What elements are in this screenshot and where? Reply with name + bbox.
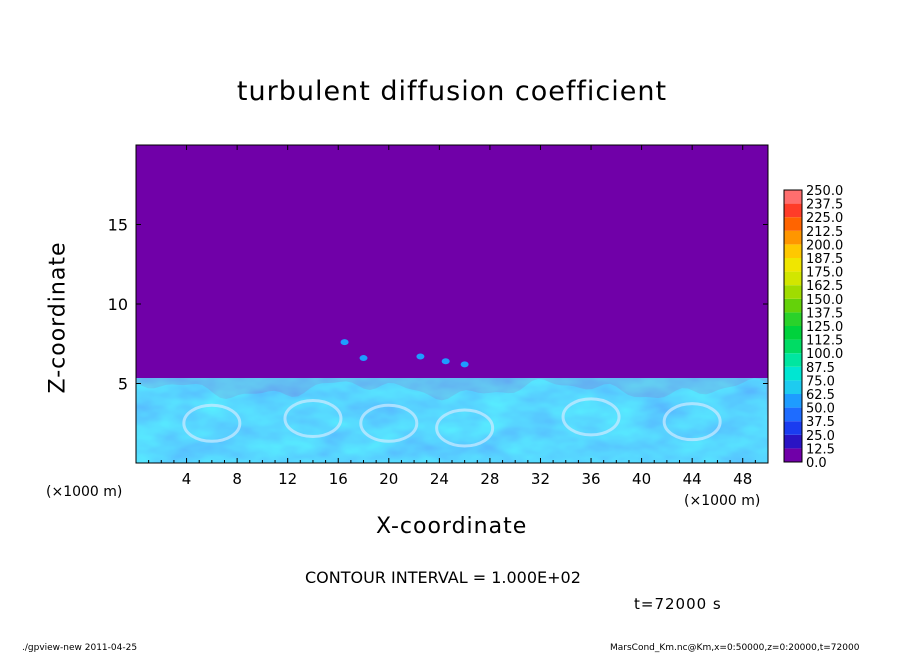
colorbar-label: 187.5 — [806, 252, 843, 267]
colorbar-swatch — [784, 312, 802, 326]
y-axis-label: Z-coordinate — [45, 241, 71, 394]
colorbar-label: 0.0 — [806, 456, 827, 471]
colorbar-label: 200.0 — [806, 238, 843, 253]
colorbar-swatch — [784, 394, 802, 408]
chart-title: turbulent diffusion coefficient — [236, 76, 668, 107]
colorbar-swatch — [784, 448, 802, 462]
eddy-swirl — [283, 398, 343, 438]
plume — [460, 361, 469, 368]
colorbar-label: 212.5 — [806, 225, 843, 240]
eddy-swirl — [662, 402, 722, 442]
colorbar-swatch — [784, 203, 802, 218]
footer-left: ./gpview-new 2011-04-25 — [22, 643, 138, 653]
x-tick-label: 4 — [182, 470, 192, 488]
x-axis-label: X-coordinate — [376, 514, 528, 539]
heatmap-field — [136, 145, 768, 463]
colorbar-swatch — [784, 434, 802, 449]
x-unit-label-right: (×1000 m) — [684, 493, 761, 509]
colorbar-label: 12.5 — [806, 442, 835, 457]
x-tick-label: 12 — [278, 470, 297, 488]
colorbar-label: 25.0 — [806, 429, 835, 444]
colorbar-label: 37.5 — [806, 415, 835, 430]
y-tick-label: 10 — [108, 295, 128, 314]
plume — [416, 353, 425, 360]
x-tick-label: 16 — [329, 470, 348, 488]
y-axis: 5 10 15 — [108, 216, 768, 394]
colorbar-swatch — [784, 339, 802, 354]
y-tick-label: 15 — [108, 216, 128, 235]
x-tick-label: 32 — [531, 470, 550, 488]
colorbar-label: 225.0 — [806, 211, 843, 226]
x-tick-label: 20 — [379, 470, 398, 488]
colorbar-swatch — [784, 407, 802, 422]
colorbar: 0.012.525.037.550.062.575.087.5100.0112.… — [783, 184, 843, 471]
colorbar-label: 87.5 — [806, 361, 835, 376]
colorbar-swatch — [784, 366, 802, 381]
x-tick-label: 48 — [733, 470, 752, 488]
eddy-swirl — [561, 397, 621, 437]
contour-interval-label: CONTOUR INTERVAL = 1.000E+02 — [305, 568, 581, 587]
colorbar-label: 237.5 — [806, 198, 843, 213]
mixed-layer-texture — [136, 378, 768, 463]
colorbar-swatch — [784, 217, 802, 231]
eddy-swirl — [359, 403, 419, 443]
eddy-swirl — [435, 408, 495, 448]
x-tick-label: 44 — [683, 470, 702, 488]
colorbar-label: 62.5 — [806, 388, 835, 403]
plume — [359, 355, 368, 362]
y-tick-label: 5 — [118, 375, 128, 394]
x-tick-label: 40 — [632, 470, 651, 488]
colorbar-swatch — [784, 244, 802, 258]
colorbar-swatch — [784, 258, 802, 272]
colorbar-label: 75.0 — [806, 374, 835, 389]
x-tick-label: 28 — [480, 470, 499, 488]
colorbar-frame — [783, 189, 803, 463]
colorbar-swatch — [784, 353, 802, 367]
x-axis: 4 8 12 16 20 24 28 32 36 40 44 48 — [148, 145, 756, 488]
plume — [340, 339, 349, 346]
colorbar-swatch — [784, 421, 802, 435]
colorbar-label: 137.5 — [806, 306, 843, 321]
colorbar-label: 162.5 — [806, 279, 843, 294]
plot-area — [135, 144, 769, 464]
x-tick-label: 36 — [581, 470, 600, 488]
colorbar-label: 112.5 — [806, 334, 843, 349]
x-unit-label-left: (×1000 m) — [46, 484, 123, 500]
colorbar-label: 175.0 — [806, 266, 843, 281]
colorbar-swatch — [784, 298, 802, 313]
colorbar-label: 50.0 — [806, 402, 835, 417]
time-label: t=72000 s — [634, 595, 722, 613]
colorbar-label: 100.0 — [806, 347, 843, 362]
colorbar-label: 250.0 — [806, 184, 843, 199]
colorbar-swatch — [784, 326, 802, 340]
colorbar-label: 150.0 — [806, 293, 843, 308]
colorbar-swatch — [784, 380, 802, 394]
colorbar-swatch — [784, 271, 802, 286]
colorbar-swatch — [784, 230, 802, 245]
colorbar-swatch — [784, 190, 802, 204]
x-tick-label: 24 — [430, 470, 449, 488]
x-tick-label: 8 — [232, 470, 242, 488]
footer-right: MarsCond_Km.nc@Km,x=0:50000,z=0:20000,t=… — [610, 643, 860, 653]
colorbar-label: 125.0 — [806, 320, 843, 335]
eddy-swirl — [182, 403, 242, 443]
plume — [441, 358, 450, 365]
colorbar-swatch — [784, 285, 802, 299]
